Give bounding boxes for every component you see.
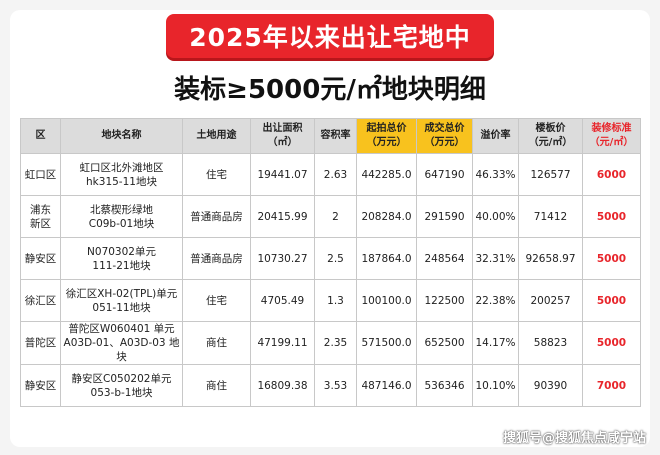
cell-start: 100100.0 xyxy=(356,279,417,322)
title-banner: 2025年以来出让宅地中 xyxy=(166,14,494,58)
cell-deal: 536346 xyxy=(416,364,473,407)
name-line-1: 普陀区W060401 单元 xyxy=(68,323,175,335)
cell-floor: 71412 xyxy=(518,195,583,238)
watermark-text: 搜狐号@搜狐焦点咸宁站 xyxy=(502,430,646,446)
name-line-2: 053-b-1地块 xyxy=(90,386,153,399)
cell-use: 商住 xyxy=(182,321,251,365)
cell-use: 普通商品房 xyxy=(182,195,251,238)
cell-deal: 248564 xyxy=(416,237,473,280)
cell-name: 北蔡楔形绿地 C09b-01地块 xyxy=(60,195,183,238)
table-row: 虹口区 虹口区北外滩地区 hk315-11地块 住宅 19441.07 2.63 44228… xyxy=(20,153,641,196)
table-row: 徐汇区 徐汇区XH-02(TPL)单元 051-11地块 住宅 4705.49 1.3 10… xyxy=(20,279,641,322)
name-line-1: N070302单元 xyxy=(87,245,156,258)
name-line-2: C09b-01地块 xyxy=(88,217,155,230)
cell-premium: 22.38% xyxy=(472,279,519,322)
cell-start: 571500.0 xyxy=(356,321,417,365)
cell-far: 2.63 xyxy=(314,153,357,196)
cell-premium: 40.00% xyxy=(472,195,519,238)
cell-district: 虹口区 xyxy=(20,153,61,196)
cell-deal: 652500 xyxy=(416,321,473,365)
cell-start: 187864.0 xyxy=(356,237,417,280)
cell-name: 徐汇区XH-02(TPL)单元 051-11地块 xyxy=(60,279,183,322)
header-cell: 楼板价 （元/㎡） xyxy=(518,118,583,154)
banner-text: 2025年以来出让宅地中 xyxy=(189,23,471,52)
name-line-2: A03D-01、A03D-03 地块 xyxy=(63,337,180,363)
cell-district: 普陀区 xyxy=(20,321,61,365)
cell-floor: 126577 xyxy=(518,153,583,196)
cell-use: 住宅 xyxy=(182,153,251,196)
cell-start: 487146.0 xyxy=(356,364,417,407)
name-line-2: 051-11地块 xyxy=(92,301,151,314)
cell-far: 2.5 xyxy=(314,237,357,280)
cell-floor: 90390 xyxy=(518,364,583,407)
header-cell: 起拍总价 （万元） xyxy=(356,118,417,154)
page-title: 装标≥5000元/㎡地块明细 xyxy=(174,75,486,105)
name-line-1: 北蔡楔形绿地 xyxy=(90,203,153,216)
cell-far: 2.35 xyxy=(314,321,357,365)
name-line-2: hk315-11地块 xyxy=(86,175,157,188)
cell-floor: 92658.97 xyxy=(518,237,583,280)
table-row: 静安区 N070302单元 111-21地块 普通商品房 10730.27 2.5 1878… xyxy=(20,237,641,280)
cell-premium: 32.31% xyxy=(472,237,519,280)
cell-area: 10730.27 xyxy=(250,237,315,280)
cell-deco: 7000 xyxy=(582,364,641,407)
cell-premium: 14.17% xyxy=(472,321,519,365)
cell-deco: 5000 xyxy=(582,237,641,280)
cell-name: 虹口区北外滩地区 hk315-11地块 xyxy=(60,153,183,196)
cell-start: 442285.0 xyxy=(356,153,417,196)
cell-area: 4705.49 xyxy=(250,279,315,322)
cell-far: 3.53 xyxy=(314,364,357,407)
cell-use: 商住 xyxy=(182,364,251,407)
cell-area: 20415.99 xyxy=(250,195,315,238)
cell-name: N070302单元 111-21地块 xyxy=(60,237,183,280)
cell-floor: 58823 xyxy=(518,321,583,365)
cell-premium: 10.10% xyxy=(472,364,519,407)
cell-name: 静安区C050202单元 053-b-1地块 xyxy=(60,364,183,407)
name-line-1: 虹口区北外滩地区 xyxy=(79,161,164,174)
header-cell: 出让面积 （㎡） xyxy=(250,118,315,154)
cell-floor: 200257 xyxy=(518,279,583,322)
name-line-1: 徐汇区XH-02(TPL)单元 xyxy=(65,287,178,300)
cell-area: 47199.11 xyxy=(250,321,315,365)
cell-district: 徐汇区 xyxy=(20,279,61,322)
cell-use: 住宅 xyxy=(182,279,251,322)
watermark: 搜狐号@搜狐焦点咸宁站 xyxy=(503,425,646,447)
cell-far: 1.3 xyxy=(314,279,357,322)
cell-deal: 291590 xyxy=(416,195,473,238)
cell-deal: 647190 xyxy=(416,153,473,196)
header-cell: 区 xyxy=(20,118,61,154)
header-cell: 成交总价 （万元） xyxy=(416,118,473,154)
table-row: 静安区 静安区C050202单元 053-b-1地块 商住 16809.38 3.53 48… xyxy=(20,364,641,407)
table-row: 浦东 新区 北蔡楔形绿地 C09b-01地块 普通商品房 20415.99 2 208284… xyxy=(20,195,641,238)
cell-start: 208284.0 xyxy=(356,195,417,238)
header-cell: 装修标准 （元/㎡） xyxy=(582,118,641,154)
name-line-1: 静安区C050202单元 xyxy=(71,372,172,385)
header-cell: 容积率 xyxy=(314,118,357,154)
cell-district: 浦东 新区 xyxy=(20,195,61,238)
table-header-row: 区 地块名称 土地用途 出让面积 （㎡） 容积率 起拍总价 （万元） 成交总价 … xyxy=(20,118,641,154)
cell-deco: 5000 xyxy=(582,321,641,365)
cell-area: 16809.38 xyxy=(250,364,315,407)
cell-use: 普通商品房 xyxy=(182,237,251,280)
header-cell: 地块名称 xyxy=(60,118,183,154)
table-row: 普陀区 普陀区W060401 单元 A03D-01、A03D-03 地块 商住 4719… xyxy=(20,321,641,365)
cell-premium: 46.33% xyxy=(472,153,519,196)
header-cell: 土地用途 xyxy=(182,118,251,154)
cell-district: 静安区 xyxy=(20,237,61,280)
cell-name: 普陀区W060401 单元 A03D-01、A03D-03 地块 xyxy=(60,321,183,365)
header-cell: 溢价率 xyxy=(472,118,519,154)
cell-deal: 122500 xyxy=(416,279,473,322)
land-table: 区 地块名称 土地用途 出让面积 （㎡） 容积率 起拍总价 （万元） 成交总价 … xyxy=(20,118,641,407)
cell-far: 2 xyxy=(314,195,357,238)
cell-deco: 6000 xyxy=(582,153,641,196)
name-line-2: 111-21地块 xyxy=(92,259,151,272)
cell-area: 19441.07 xyxy=(250,153,315,196)
cell-deco: 5000 xyxy=(582,279,641,322)
cell-deco: 5000 xyxy=(582,195,641,238)
cell-district: 静安区 xyxy=(20,364,61,407)
